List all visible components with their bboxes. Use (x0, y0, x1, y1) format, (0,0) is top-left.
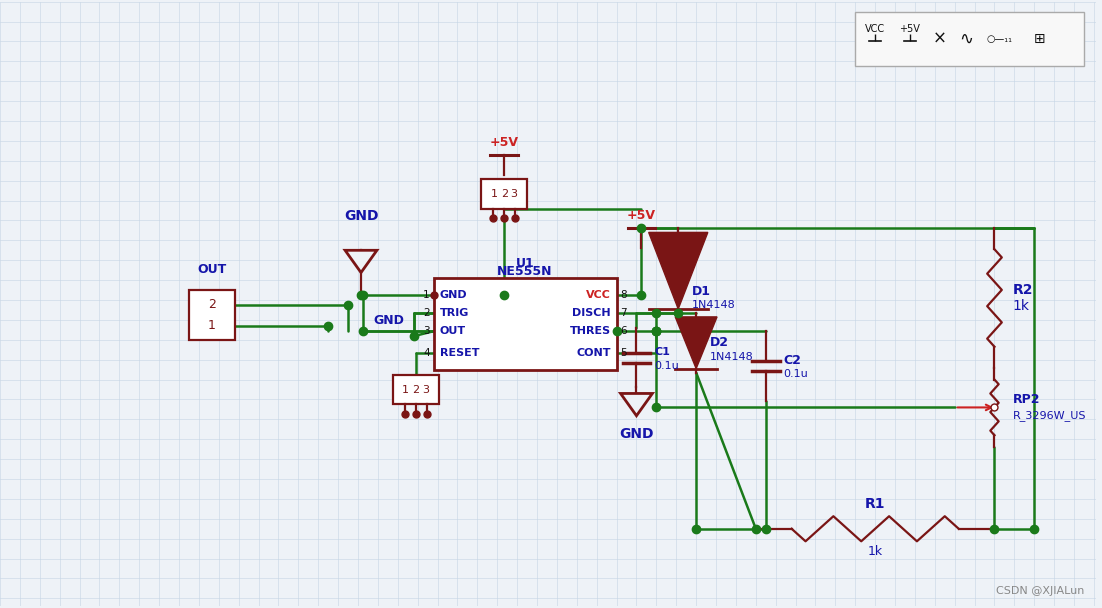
Text: CONT: CONT (576, 348, 611, 358)
Bar (392, 375, 439, 404)
Text: 1: 1 (402, 384, 409, 395)
Text: NE555N: NE555N (497, 265, 553, 278)
Text: ⊞: ⊞ (1034, 32, 1045, 46)
Text: 1: 1 (490, 188, 498, 199)
Text: D2: D2 (710, 336, 730, 349)
Text: GND: GND (619, 427, 653, 441)
Bar (433, 278, 617, 370)
Text: 1: 1 (208, 319, 216, 333)
Text: DISCH: DISCH (572, 308, 611, 318)
Text: 1k: 1k (1013, 299, 1029, 313)
Text: 1k: 1k (867, 545, 883, 558)
Text: R2: R2 (1013, 283, 1033, 297)
Text: 2: 2 (423, 308, 430, 318)
Text: 3: 3 (510, 188, 518, 199)
Text: 3: 3 (423, 326, 430, 336)
Text: 1: 1 (423, 289, 430, 300)
Text: 3: 3 (422, 384, 429, 395)
Bar (482, 179, 527, 209)
Text: C2: C2 (784, 353, 801, 367)
Text: 2: 2 (412, 384, 419, 395)
Text: OUT: OUT (440, 326, 466, 336)
Text: 2: 2 (208, 299, 216, 311)
Polygon shape (620, 393, 652, 416)
Text: TRIG: TRIG (440, 308, 469, 318)
Text: THRES: THRES (570, 326, 611, 336)
Text: GND: GND (372, 314, 403, 327)
Text: 0.1u: 0.1u (655, 361, 679, 371)
Text: OUT: OUT (197, 263, 226, 276)
Text: GND: GND (440, 289, 467, 300)
Text: +5V: +5V (627, 209, 656, 223)
Text: 4: 4 (423, 348, 430, 358)
Text: 6: 6 (620, 326, 627, 336)
Bar (188, 290, 235, 340)
Text: VCC: VCC (586, 289, 611, 300)
Text: ∿: ∿ (960, 30, 973, 48)
Text: VCC: VCC (865, 24, 885, 34)
Text: GND: GND (344, 209, 378, 224)
Text: ○—₁₁: ○—₁₁ (986, 34, 1013, 44)
Polygon shape (676, 317, 717, 368)
Text: CSDN @XJIALun: CSDN @XJIALun (995, 586, 1084, 596)
Bar (855, 12, 1084, 66)
Text: 8: 8 (620, 289, 627, 300)
Text: 5: 5 (620, 348, 627, 358)
Text: +5V: +5V (899, 24, 920, 34)
Text: ×: × (933, 30, 947, 48)
Text: R_3296W_US: R_3296W_US (1013, 410, 1085, 421)
Text: RESET: RESET (440, 348, 479, 358)
Text: +5V: +5V (489, 136, 519, 149)
Text: 0.1u: 0.1u (784, 369, 809, 379)
Text: 7: 7 (620, 308, 627, 318)
Text: C1: C1 (655, 347, 670, 357)
Polygon shape (345, 250, 377, 272)
Text: U1: U1 (516, 257, 534, 270)
Text: 1N4148: 1N4148 (692, 300, 736, 310)
Text: 1N4148: 1N4148 (710, 351, 754, 362)
Text: D1: D1 (692, 285, 711, 297)
Text: R1: R1 (865, 497, 885, 511)
Text: RP2: RP2 (1013, 393, 1040, 406)
Text: 2: 2 (500, 188, 508, 199)
Polygon shape (649, 232, 707, 309)
